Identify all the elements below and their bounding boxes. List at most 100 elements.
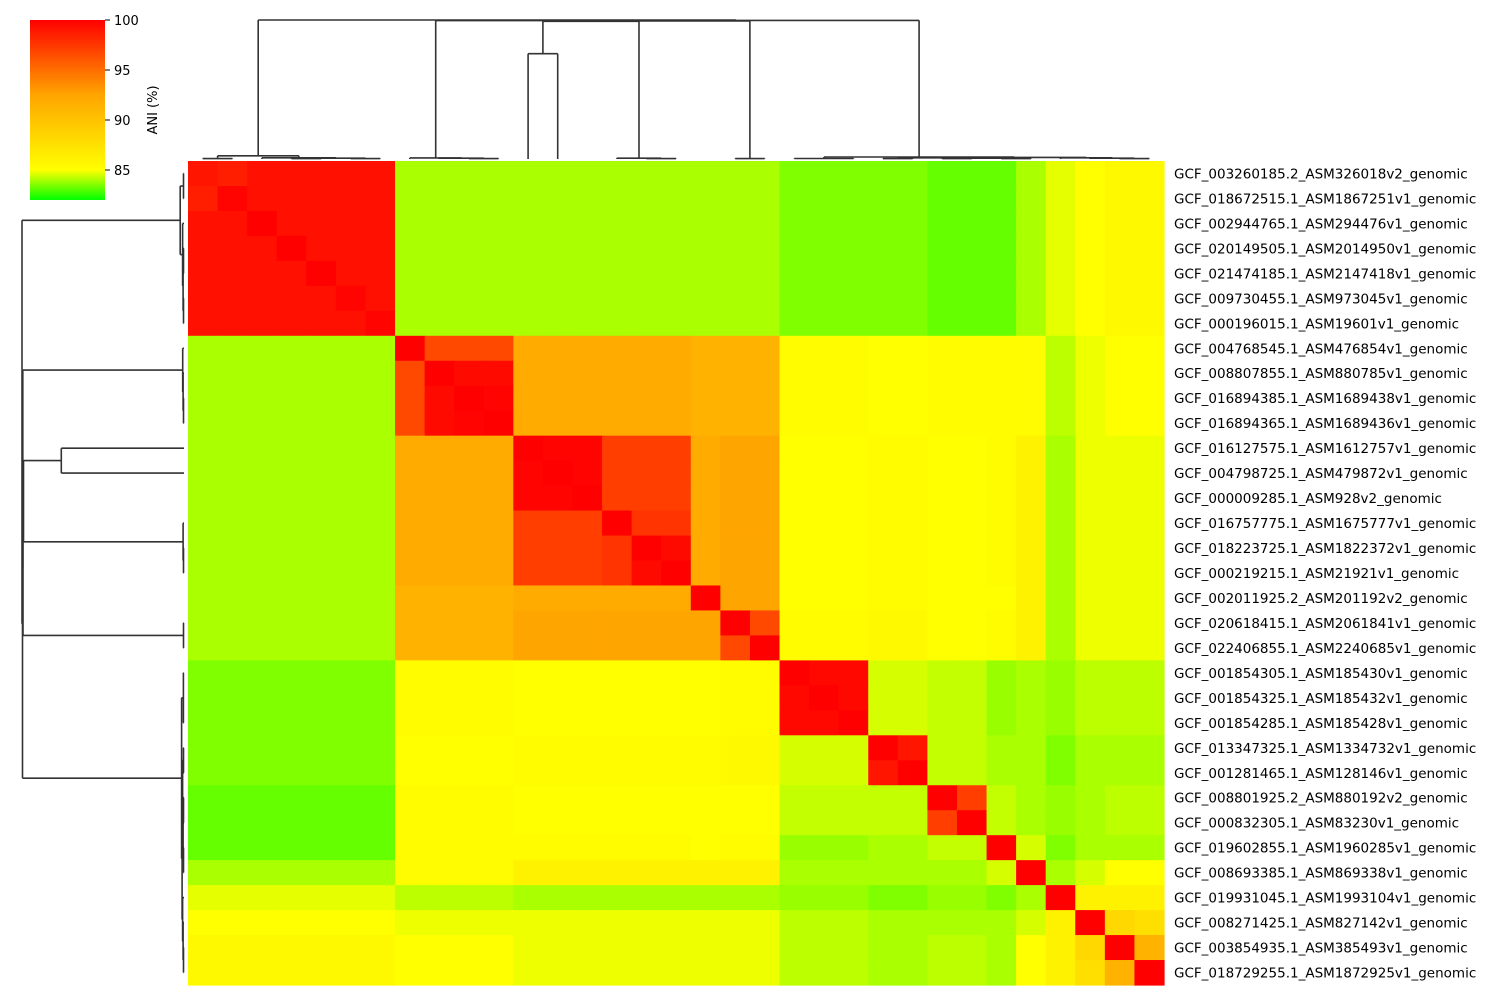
heatmap-cell xyxy=(720,235,751,262)
heatmap-cell xyxy=(424,810,455,836)
heatmap-cell xyxy=(1075,185,1106,212)
heatmap-cell xyxy=(986,510,1017,537)
heatmap-cell xyxy=(188,610,219,637)
heatmap-cell xyxy=(365,835,396,861)
heatmap-cell xyxy=(217,335,248,362)
heatmap-cell xyxy=(749,685,781,711)
heatmap-cell xyxy=(1104,560,1136,587)
heatmap-cell xyxy=(276,860,307,886)
heatmap-cell xyxy=(365,710,396,736)
heatmap-cell xyxy=(1045,310,1076,337)
row-label: GCF_013347325.1_ASM1334732v1_genomic xyxy=(1174,741,1476,757)
heatmap-cell xyxy=(335,510,367,537)
heatmap-cell xyxy=(749,835,781,861)
heatmap-cell xyxy=(661,560,692,587)
heatmap-cell xyxy=(1016,435,1047,462)
heatmap-cell xyxy=(276,161,307,187)
heatmap-cell xyxy=(779,835,810,861)
heatmap-cell xyxy=(454,535,485,562)
heatmap-cell xyxy=(956,185,988,212)
heatmap-cell xyxy=(306,485,337,512)
heatmap-cell xyxy=(986,210,1017,237)
heatmap-cell xyxy=(809,310,840,337)
heatmap-cell xyxy=(247,485,278,512)
heatmap-cell xyxy=(365,260,396,287)
heatmap-cell xyxy=(809,510,840,537)
heatmap-cell xyxy=(335,610,367,637)
heatmap-cell xyxy=(572,860,603,886)
heatmap-cell xyxy=(276,535,307,562)
heatmap-cell xyxy=(542,760,574,786)
heatmap-cell xyxy=(513,185,544,212)
heatmap-cell xyxy=(897,210,928,237)
heatmap-cell xyxy=(1016,810,1047,836)
heatmap-cell xyxy=(631,885,662,911)
heatmap-cell xyxy=(720,635,751,661)
heatmap-cell xyxy=(513,760,544,786)
heatmap-cell xyxy=(602,335,633,362)
heatmap-cell xyxy=(395,285,426,312)
heatmap-cell xyxy=(572,410,603,437)
heatmap-cell xyxy=(631,161,662,187)
heatmap-cell xyxy=(513,385,544,412)
heatmap-cell xyxy=(306,385,337,412)
heatmap-cell xyxy=(661,185,692,212)
heatmap-cell xyxy=(986,935,1017,961)
heatmap-cell xyxy=(927,510,958,537)
heatmap-cell xyxy=(631,935,662,961)
heatmap-cell xyxy=(1045,385,1076,412)
heatmap-cell xyxy=(720,560,751,587)
heatmap-cell xyxy=(720,660,751,686)
heatmap-cell xyxy=(483,810,514,836)
heatmap-cell xyxy=(513,260,544,287)
heatmap-cell xyxy=(809,185,840,212)
heatmap-cell xyxy=(335,860,367,886)
heatmap-cell xyxy=(306,210,337,237)
row-label: GCF_008693385.1_ASM869338v1_genomic xyxy=(1174,866,1468,882)
heatmap-cell xyxy=(838,510,869,537)
heatmap-cell xyxy=(927,285,958,312)
heatmap-cell xyxy=(513,161,544,187)
heatmap-cell xyxy=(809,485,840,512)
heatmap-cell xyxy=(572,260,603,287)
heatmap-cell xyxy=(306,835,337,861)
heatmap-cell xyxy=(306,760,337,786)
heatmap-cell xyxy=(749,760,781,786)
heatmap-cell xyxy=(1045,660,1076,686)
heatmap-cell xyxy=(986,410,1017,437)
heatmap-cell xyxy=(483,161,514,187)
heatmap-cell xyxy=(188,435,219,462)
heatmap-cell xyxy=(927,560,958,587)
heatmap-cell xyxy=(868,310,899,337)
heatmap-cell xyxy=(897,960,928,986)
heatmap-cell xyxy=(1104,660,1136,686)
heatmap-cell xyxy=(395,410,426,437)
heatmap-cell xyxy=(188,310,219,337)
heatmap-cell xyxy=(661,535,692,562)
heatmap-cell xyxy=(809,285,840,312)
heatmap-cell xyxy=(335,935,367,961)
heatmap-cell xyxy=(1075,960,1106,986)
row-label: GCF_019931045.1_ASM1993104v1_genomic xyxy=(1174,891,1476,907)
heatmap-cell xyxy=(720,935,751,961)
heatmap-cell xyxy=(779,235,810,262)
heatmap-cell xyxy=(1104,260,1136,287)
heatmap-cell xyxy=(868,935,899,961)
heatmap-cell xyxy=(897,760,928,786)
heatmap-cell xyxy=(1075,760,1106,786)
heatmap-cell xyxy=(779,460,810,487)
heatmap-cell xyxy=(247,360,278,387)
heatmap-cell xyxy=(986,910,1017,936)
heatmap-cell xyxy=(335,685,367,711)
heatmap-cell xyxy=(1134,185,1165,212)
heatmap-cell xyxy=(897,935,928,961)
heatmap-cell xyxy=(631,660,662,686)
heatmap-cell xyxy=(513,685,544,711)
heatmap-cell xyxy=(1134,585,1165,612)
heatmap-cell xyxy=(602,635,633,661)
heatmap-cell xyxy=(720,810,751,836)
heatmap-cell xyxy=(247,285,278,312)
heatmap-cell xyxy=(690,810,721,836)
heatmap-cell xyxy=(749,410,781,437)
heatmap-cell xyxy=(513,635,544,661)
